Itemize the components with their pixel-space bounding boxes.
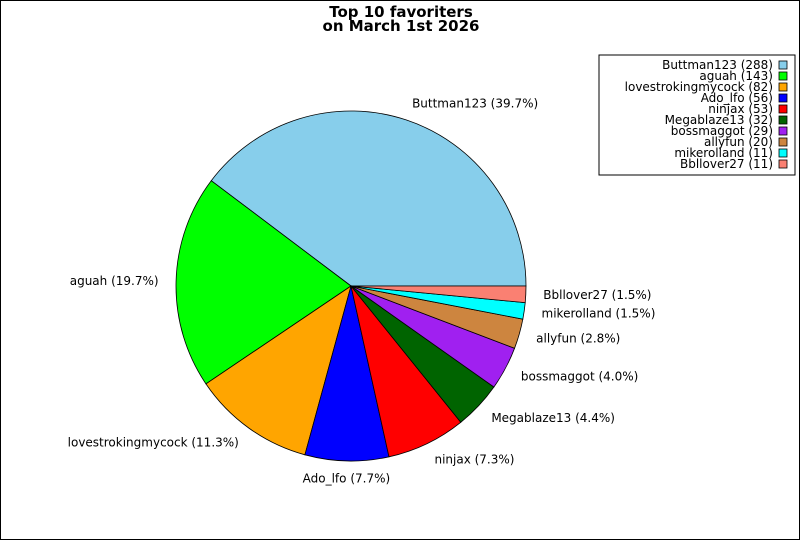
slice-label-megablaze13: Megablaze13 (4.4%) xyxy=(491,411,615,425)
legend-swatch-lovestrokingmycock xyxy=(778,82,788,92)
legend-swatch-bossmaggot xyxy=(778,126,788,136)
legend-label-ado_lfo: Ado_lfo (56) xyxy=(701,91,773,105)
legend-label-aguah: aguah (143) xyxy=(699,69,773,83)
legend-label-mikerolland: mikerolland (11) xyxy=(674,146,773,160)
legend-swatch-bbllover27 xyxy=(778,159,788,169)
slice-label-ado_lfo: Ado_lfo (7.7%) xyxy=(303,471,391,485)
legend-swatch-ado_lfo xyxy=(778,93,788,103)
slice-label-buttman123: Buttman123 (39.7%) xyxy=(412,96,538,110)
legend-label-buttman123: Buttman123 (288) xyxy=(662,58,773,72)
legend-label-lovestrokingmycock: lovestrokingmycock (82) xyxy=(625,80,773,94)
legend-label-bossmaggot: bossmaggot (29) xyxy=(671,124,773,138)
legend-label-ninjax: ninjax (53) xyxy=(708,102,773,116)
pie-slice-lovestrokingmycock xyxy=(205,285,352,456)
pie-slice-aguah xyxy=(175,180,352,385)
legend-label-bbllover27: Bbllover27 (11) xyxy=(680,157,773,171)
slice-label-allyfun: allyfun (2.8%) xyxy=(536,332,620,346)
slice-label-ninjax: ninjax (7.3%) xyxy=(434,452,514,466)
legend-label-allyfun: allyfun (20) xyxy=(704,135,773,149)
legend-swatch-ninjax xyxy=(778,104,788,114)
chart-title-line-1: Top 10 favoriters xyxy=(329,3,473,21)
chart-title-line-2: on March 1st 2026 xyxy=(323,17,480,35)
pie-slice-buttman123 xyxy=(210,110,527,287)
slice-label-mikerolland: mikerolland (1.5%) xyxy=(542,306,656,320)
legend-label-megablaze13: Megablaze13 (32) xyxy=(665,113,773,127)
slice-label-bossmaggot: bossmaggot (4.0%) xyxy=(521,370,638,384)
legend-box xyxy=(598,54,796,176)
slice-label-lovestrokingmycock: lovestrokingmycock (11.3%) xyxy=(68,435,239,449)
legend-swatch-aguah xyxy=(778,71,788,81)
legend-swatch-megablaze13 xyxy=(778,115,788,125)
slice-label-bbllover27: Bbllover27 (1.5%) xyxy=(543,288,651,302)
legend-swatch-buttman123 xyxy=(778,60,788,70)
legend-swatch-mikerolland xyxy=(778,148,788,158)
legend-swatch-allyfun xyxy=(778,137,788,147)
pie-slice-bbllover27 xyxy=(350,285,527,304)
slice-label-aguah: aguah (19.7%) xyxy=(70,274,159,288)
